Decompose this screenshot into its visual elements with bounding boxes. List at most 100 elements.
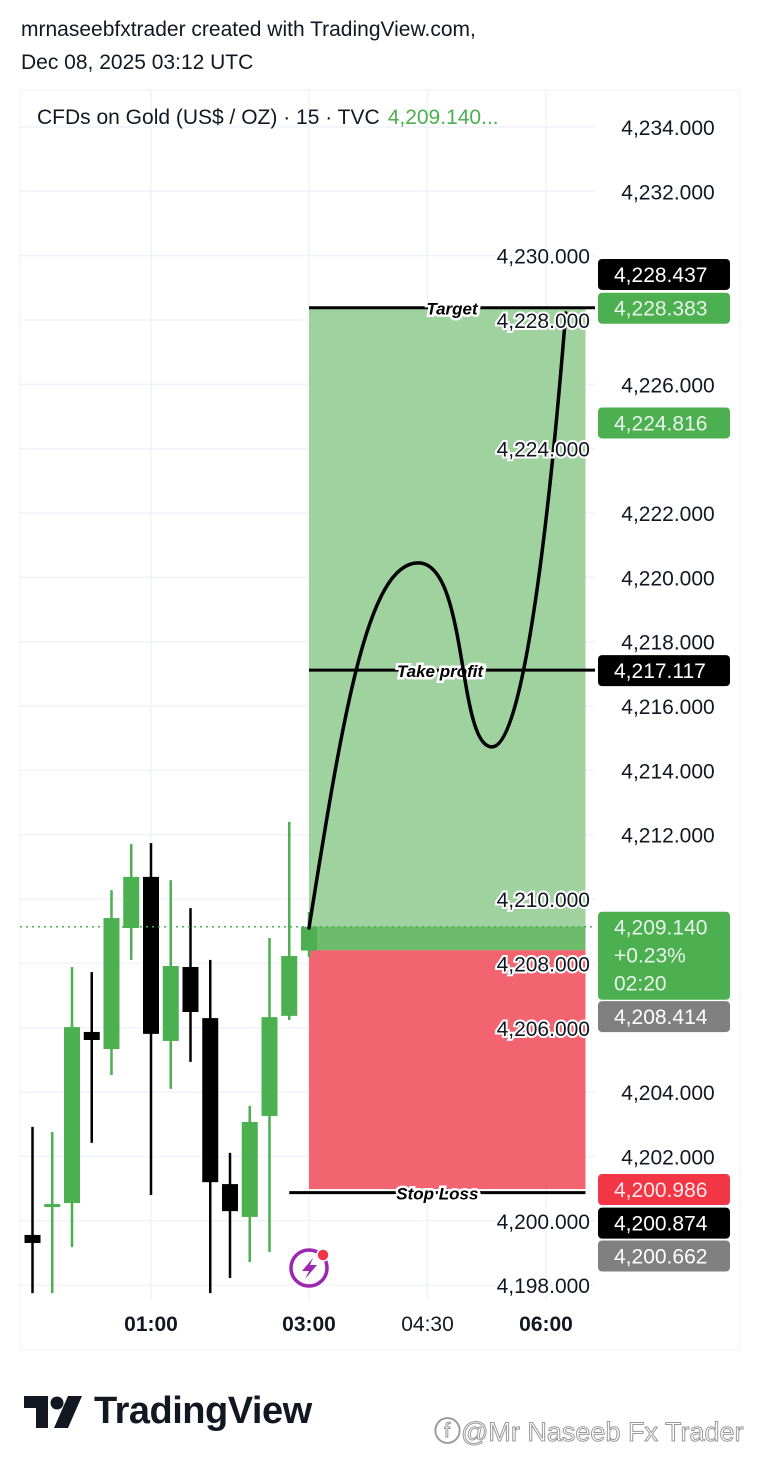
lightning-bolt-icon[interactable] [289,1248,330,1288]
price-label-bg [598,292,730,324]
price-tick-label: 4,222.000 [621,503,714,526]
level-label: Take profit [397,662,485,681]
candle[interactable] [103,890,120,1076]
candle[interactable] [123,844,140,960]
symbol-title: CFDs on Gold (US$ / OZ) · 15 · TVC [37,106,380,129]
price-label-text: 4,209.140 [614,917,707,940]
candle-body [202,1018,219,1183]
price-tick-label: 4,234.000 [621,117,714,140]
candle[interactable] [162,880,179,1089]
loss-zone [309,950,586,1190]
price-label-text: 02:20 [614,973,667,996]
time-tick-label: 01:00 [124,1313,178,1336]
profit-zone [309,307,586,951]
candle-body [123,876,140,929]
candle-body [261,1017,278,1116]
price-label: 4,200.662 [598,1240,730,1272]
candle-body [281,956,298,1016]
price-label-bg [598,1240,730,1272]
legend-price: 4,209.140... [387,106,499,129]
candle-body [64,1027,80,1204]
candle[interactable] [64,966,80,1248]
candle-body [301,926,317,951]
symbol-legend[interactable]: CFDs on Gold (US$ / OZ) · 15 · TVC 4,209.… [37,106,499,130]
entry-band [309,926,586,951]
candle-body [83,1031,100,1040]
price-tick-label: 4,216.000 [621,696,714,719]
price-label: 4,228.383 [598,292,730,324]
candle-body [143,876,159,1034]
candle[interactable] [261,938,278,1252]
price-label-text: 4,217.117 [614,660,706,683]
price-tick-label: 4,228.000 [497,310,590,333]
candle[interactable] [24,1126,41,1294]
price-label: 4,200.986 [598,1174,730,1206]
candle-body [222,1184,238,1212]
candle-body [162,965,179,1041]
price-label-bg [598,258,730,290]
price-tick-label: 4,230.000 [497,246,590,269]
price-label: 4,224.816 [598,407,730,439]
logo-text: TradingView [94,1390,312,1432]
candle[interactable] [241,1105,258,1262]
candle[interactable] [222,1152,238,1279]
price-label-text: 4,228.383 [614,298,707,321]
price-tick-label: 4,214.000 [621,760,714,783]
price-tick-label: 4,210.000 [497,889,590,912]
chart-attribution: mrnaseebfxtrader created with TradingVie… [21,18,476,41]
watermark: ⓕ@Mr Naseeb Fx Trader [434,1410,744,1449]
price-label-text: 4,228.437 [614,264,707,287]
candle[interactable] [143,843,159,1196]
price-tick-label: 4,206.000 [497,1018,590,1041]
price-label: 4,208.414 [598,1001,730,1033]
price-tick-label: 4,208.000 [497,953,590,976]
candle[interactable] [83,972,100,1143]
watermark-icon: ⓕ [434,1417,462,1448]
price-label-bg [598,1001,730,1033]
price-label-text: 4,224.816 [614,412,707,435]
time-tick-label: 04:30 [401,1313,454,1336]
candle[interactable] [182,908,199,1062]
level-label: Target [426,300,479,319]
projection-curve [307,311,568,930]
tradingview-logo-icon [24,1395,82,1428]
chart-timestamp: Dec 08, 2025 03:12 UTC [21,51,254,74]
price-axis: 4,234.000 4,232.000 4,230.000 4,228.000 4,22… [495,117,715,1300]
price-label: 4,209.140 +0.23% 02:20 [598,911,730,1000]
price-label-text: 4,200.662 [614,1245,707,1268]
price-tick-label: 4,212.000 [621,825,714,848]
price-label: 4,200.874 [598,1207,730,1239]
price-tick-label: 4,200.000 [497,1211,590,1234]
candles [24,821,317,1294]
candle-body [103,918,120,1049]
price-label-text: +0.23% [614,945,686,968]
candle-body [182,966,199,1012]
price-tick-label: 4,202.000 [621,1146,714,1169]
price-label-bg [598,911,730,1000]
level-label: Stop Loss [396,1185,478,1204]
watermark-text: @Mr Naseeb Fx Trader [461,1417,744,1448]
tradingview-logo: TradingView [24,1390,312,1433]
price-tick-label: 4,204.000 [621,1082,714,1105]
price-tick-label: 4,232.000 [621,181,714,204]
price-label-bg [598,1207,730,1239]
price-labels: 4,228.437 4,228.383 4,224.816 4,217.117 4,20… [598,258,730,1272]
candle[interactable] [281,821,298,1021]
drawings: Target Take profit Stop Loss [20,297,595,1206]
candle[interactable] [44,1131,61,1294]
price-label-text: 4,200.874 [614,1213,708,1236]
price-tick-label: 4,226.000 [621,374,714,397]
time-tick-label: 03:00 [282,1313,336,1336]
price-tick-label: 4,218.000 [621,632,714,655]
price-label: 4,228.437 [598,258,730,290]
time-axis: 01:00 03:00 04:30 06:00 [124,1313,573,1336]
candle[interactable] [202,959,219,1294]
price-tick-label: 4,198.000 [497,1275,590,1298]
candle-body [44,1204,61,1208]
price-label-text: 4,208.414 [614,1006,708,1029]
time-tick-label: 06:00 [519,1313,573,1336]
price-label-bg [598,407,730,439]
price-tick-label: 4,224.000 [497,439,590,462]
price-label-bg [598,655,730,687]
